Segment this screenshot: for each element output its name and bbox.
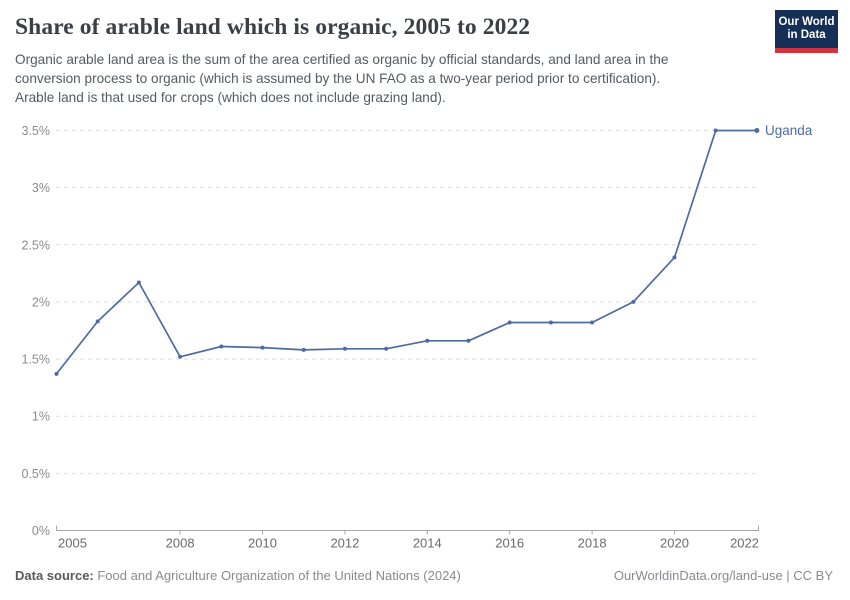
uganda-line[interactable] <box>55 129 758 375</box>
x-axis-tick-label: 2010 <box>248 536 277 551</box>
page-title: Share of arable land which is organic, 2… <box>15 14 531 40</box>
x-axis-tick-label: 2008 <box>166 536 195 551</box>
y-axis-tick-label: 3% <box>32 181 50 195</box>
data-point[interactable] <box>713 128 718 133</box>
y-axis-tick-label: 3.5% <box>22 124 51 138</box>
owid-logo-line1: Our World <box>778 16 835 28</box>
data-point[interactable] <box>384 346 389 351</box>
x-axis-tick-label: 2018 <box>578 536 607 551</box>
subtitle-line: Organic arable land area is the sum of t… <box>15 52 669 67</box>
data-point[interactable] <box>301 347 306 352</box>
data-point[interactable] <box>754 128 760 133</box>
x-axis-tick-label: 2020 <box>660 536 689 551</box>
owid-logo[interactable]: Our World in Data <box>775 10 838 53</box>
data-source-label: Data source: <box>15 568 94 583</box>
data-point[interactable] <box>631 299 636 304</box>
data-point[interactable] <box>466 338 471 343</box>
data-point[interactable] <box>136 280 141 285</box>
x-axis-tick-label: 2012 <box>330 536 359 551</box>
data-point[interactable] <box>342 346 347 351</box>
data-point[interactable] <box>219 344 224 349</box>
data-point[interactable] <box>548 320 553 325</box>
data-point[interactable] <box>178 354 183 359</box>
data-point[interactable] <box>590 320 595 325</box>
y-axis-tick-label: 1.5% <box>22 353 51 367</box>
series-label-uganda[interactable]: Uganda <box>765 123 813 138</box>
x-axis-tick-label: 2014 <box>413 536 442 551</box>
data-point[interactable] <box>507 320 512 325</box>
y-axis-tick-label: 0% <box>32 524 50 538</box>
chart-area[interactable]: 0% 0.5% 1% 1.5% 2% 2.5% 3% 3.5% 2005 2008 2010 2012… <box>0 110 850 565</box>
y-axis-tick-label: 0.5% <box>22 467 51 481</box>
data-source-text: Food and Agriculture Organization of the… <box>93 568 461 583</box>
chart-subtitle: Organic arable land area is the sum of t… <box>15 50 755 108</box>
subtitle-line: Arable land is that used for crops (whic… <box>15 90 446 106</box>
x-axis-tick-label: 2016 <box>495 536 524 551</box>
line-chart-svg[interactable]: 0% 0.5% 1% 1.5% 2% 2.5% 3% 3.5% 2005 2008 2010 2012… <box>0 110 850 565</box>
data-point[interactable] <box>425 338 430 343</box>
data-point[interactable] <box>95 319 100 324</box>
y-axis-tick-label: 2.5% <box>22 238 51 252</box>
data-point[interactable] <box>260 345 265 350</box>
owid-url-license[interactable]: OurWorldinData.org/land-use | CC BY <box>613 568 833 583</box>
x-axis-tick-label: 2022 <box>730 536 759 551</box>
x-axis-tick-label: 2005 <box>58 536 87 551</box>
data-source-note: Data source: Food and Agriculture Organi… <box>15 568 461 583</box>
owid-logo-line2: in Data <box>787 29 826 41</box>
data-point[interactable] <box>672 255 677 260</box>
y-axis-tick-label: 2% <box>32 295 50 309</box>
y-axis-tick-label: 1% <box>32 410 50 424</box>
data-point[interactable] <box>54 371 59 376</box>
subtitle-line: conversion process to organic (which is … <box>15 71 661 87</box>
